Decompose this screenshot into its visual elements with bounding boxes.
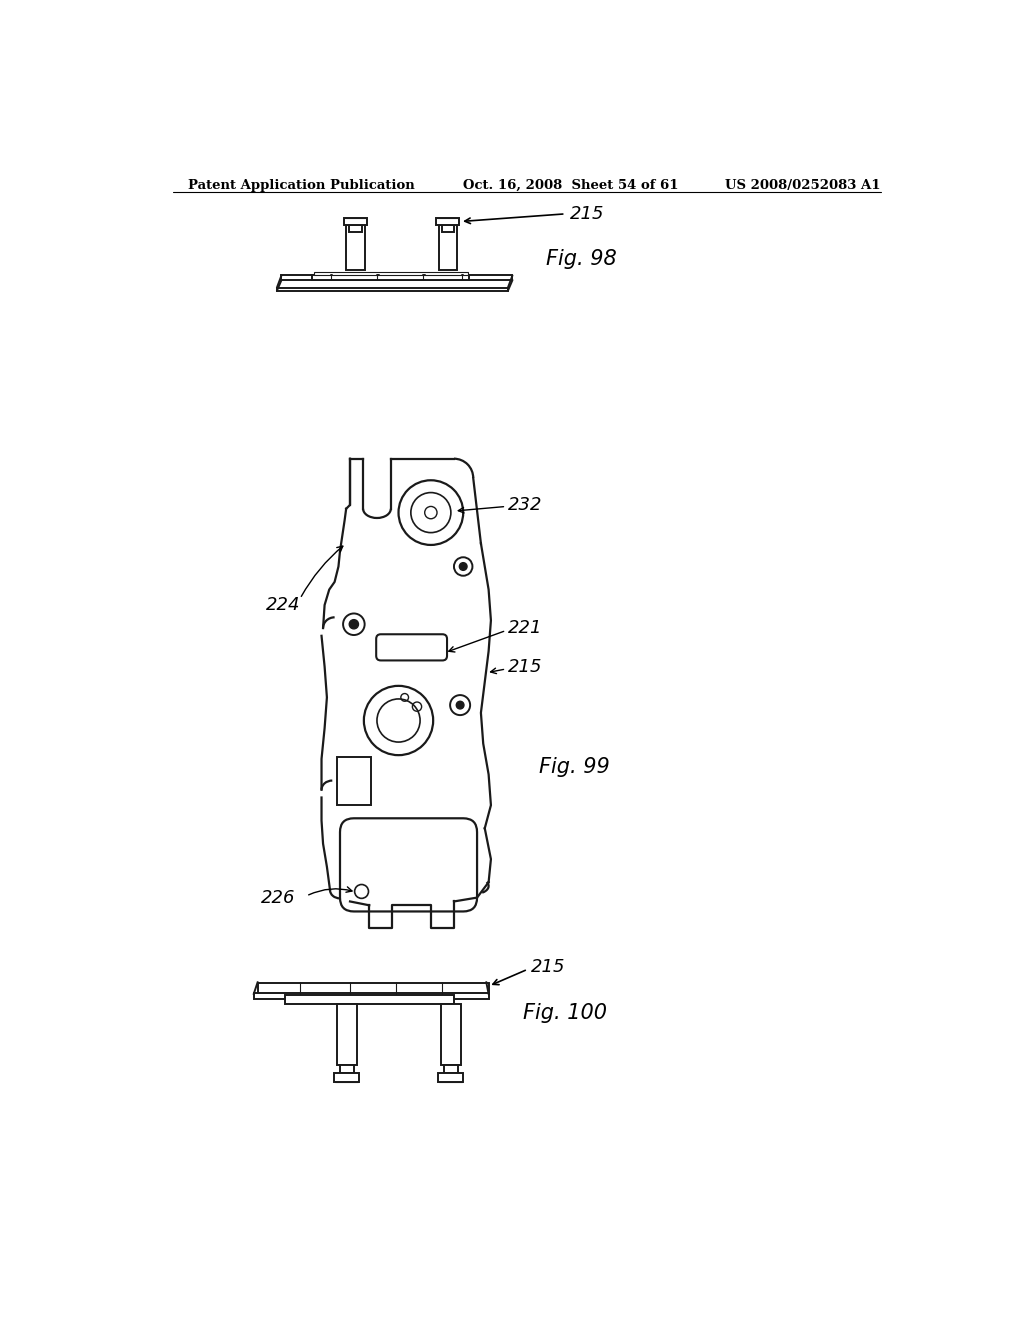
Bar — [438, 224, 457, 271]
Bar — [334, 1073, 359, 1082]
Bar — [441, 226, 454, 231]
Bar — [337, 758, 371, 805]
Circle shape — [457, 701, 464, 709]
Bar — [346, 224, 365, 271]
Bar — [311, 275, 469, 280]
Text: 221: 221 — [508, 619, 543, 638]
Text: US 2008/0252083 A1: US 2008/0252083 A1 — [725, 180, 881, 193]
Circle shape — [460, 562, 467, 570]
Text: 224: 224 — [266, 597, 300, 614]
Text: 215: 215 — [531, 958, 565, 975]
Text: Oct. 16, 2008  Sheet 54 of 61: Oct. 16, 2008 Sheet 54 of 61 — [463, 180, 679, 193]
Bar — [444, 1065, 458, 1073]
Text: 226: 226 — [261, 888, 296, 907]
Bar — [340, 1065, 354, 1073]
Text: Fig. 100: Fig. 100 — [523, 1003, 607, 1023]
Circle shape — [349, 619, 358, 628]
Bar — [254, 993, 488, 999]
Bar — [438, 1073, 463, 1082]
Bar — [349, 226, 361, 231]
Bar — [441, 1003, 461, 1065]
Bar — [337, 1003, 357, 1065]
Text: Fig. 98: Fig. 98 — [547, 248, 617, 268]
Bar — [436, 218, 460, 226]
Bar — [285, 995, 454, 1003]
Polygon shape — [282, 276, 512, 280]
Bar — [344, 218, 367, 226]
Text: 232: 232 — [508, 496, 543, 513]
Bar — [313, 272, 468, 275]
Text: Patent Application Publication: Patent Application Publication — [188, 180, 415, 193]
Text: 215: 215 — [569, 205, 604, 223]
Text: 215: 215 — [508, 657, 543, 676]
Bar — [258, 983, 488, 994]
Polygon shape — [276, 288, 508, 290]
Text: Fig. 99: Fig. 99 — [539, 756, 609, 776]
